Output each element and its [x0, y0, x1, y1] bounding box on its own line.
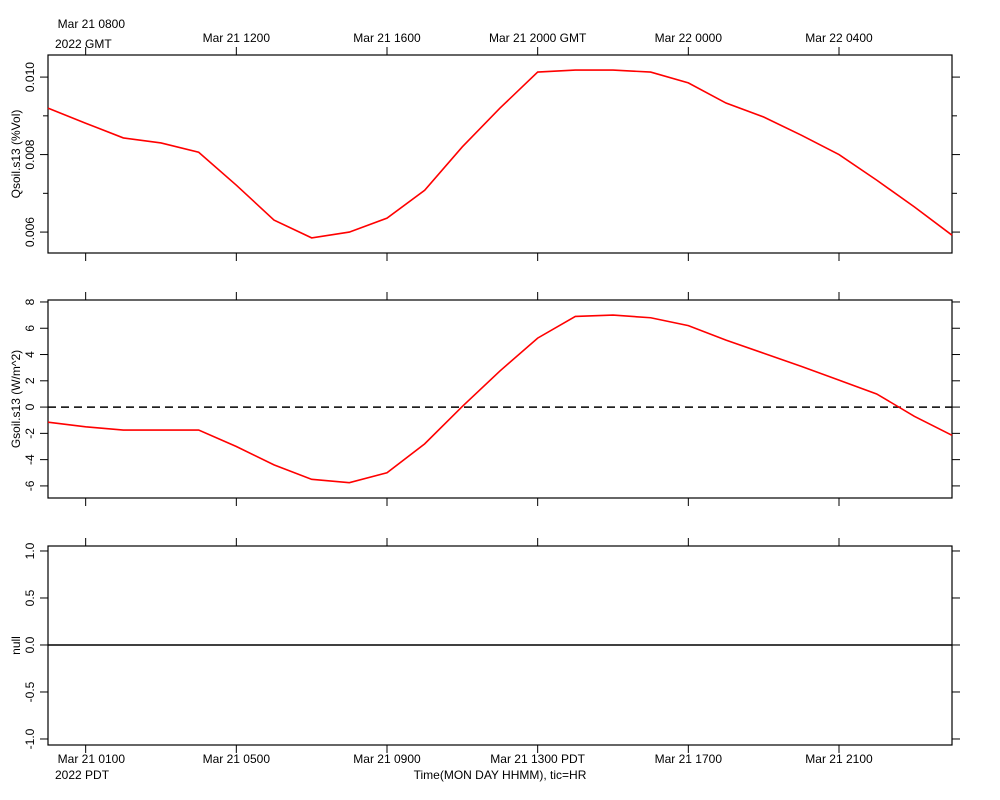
x-tick-label: Mar 21 1300 PDT [490, 752, 585, 766]
y-tick-label: -4 [23, 454, 37, 465]
data-line [47, 314, 953, 484]
x-tick-label: Mar 21 2000 GMT [489, 31, 587, 45]
x-tick-label: Mar 21 0100 [58, 752, 126, 766]
y-axis-title: Qsoil.s13 (%Vol) [9, 110, 23, 199]
y-tick-label: 2 [23, 377, 37, 384]
y-tick-label: 0 [23, 403, 37, 410]
y-axis-title: null [9, 636, 23, 655]
x-tick-label: Mar 21 1700 [655, 752, 723, 766]
y-tick-label: 0.010 [23, 62, 37, 92]
x-tick-label: Mar 21 2100 [805, 752, 873, 766]
x-tick-label: Mar 21 0900 [353, 752, 421, 766]
y-tick-label: 6 [23, 325, 37, 332]
y-tick-label: -0.5 [23, 681, 37, 702]
y-tick-label: 0.5 [23, 589, 37, 606]
y-tick-label: 0.0 [23, 636, 37, 653]
data-line [47, 69, 953, 239]
y-tick-label: 1.0 [23, 542, 37, 559]
x-axis-title: Time(MON DAY HHMM), tic=HR [414, 768, 587, 782]
plot-frame [47, 299, 953, 499]
y-tick-label: -2 [23, 428, 37, 439]
x-year-label: 2022 PDT [55, 768, 110, 782]
y-tick-label: 0.008 [23, 139, 37, 169]
plot-frame [47, 54, 953, 254]
x-tick-label: Mar 21 1200 [203, 31, 271, 45]
x-tick-label: Mar 21 1600 [353, 31, 421, 45]
y-tick-label: 8 [23, 298, 37, 305]
x-tick-label: Mar 22 0000 [655, 31, 723, 45]
x-tick-label: Mar 21 0500 [203, 752, 271, 766]
x-tick-label: Mar 22 0400 [805, 31, 873, 45]
y-tick-label: 0.006 [23, 217, 37, 247]
y-tick-label: -1.0 [23, 728, 37, 749]
y-tick-label: 4 [23, 351, 37, 358]
y-tick-label: -6 [23, 480, 37, 491]
x-tick-label: Mar 21 0800 [58, 17, 126, 31]
x-year-label: 2022 GMT [55, 37, 112, 51]
y-axis-title: Gsoil.s13 (W/m^2) [9, 350, 23, 448]
